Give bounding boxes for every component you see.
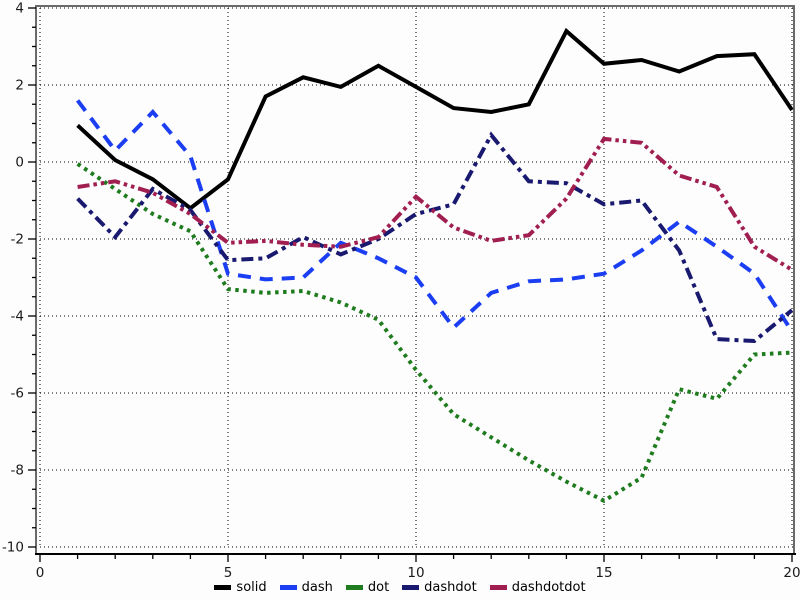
legend-item-dot: dot (345, 580, 390, 595)
y-tick-label: -10 (2, 540, 24, 556)
series-line-dot (76, 162, 793, 504)
y-tick-label: 4 (15, 1, 24, 17)
x-tick-label: 10 (407, 565, 424, 581)
series-line-dashdotdot (77, 136, 794, 272)
x-tick-label: 0 (36, 565, 45, 581)
legend-swatch-dash (279, 585, 297, 590)
axis-ticks (28, 7, 793, 562)
legend-item-dashdotdot: dashdotdot (489, 580, 586, 595)
series-line-dash (76, 99, 794, 333)
x-tick-label: 5 (224, 565, 233, 581)
y-tick-label: -6 (11, 386, 24, 402)
y-tick-label: 2 (15, 78, 24, 94)
legend-label-dot: dot (367, 580, 390, 595)
legend-label-solid: solid (236, 580, 267, 595)
legend-item-dash: dash (279, 580, 333, 595)
legend-label-dash: dash (301, 580, 333, 595)
y-tick-label: 0 (15, 155, 24, 171)
legend-item-dashdot: dashdot (402, 580, 477, 595)
legend-label-dashdotdot: dashdotdot (511, 580, 586, 595)
y-tick-label: -8 (11, 463, 24, 479)
plot-frame (35, 5, 795, 554)
legend-swatch-dot (345, 585, 363, 590)
y-tick-label: -4 (11, 309, 24, 325)
y-tick-label: -2 (11, 232, 24, 248)
legend: solid dash dot dashdot dashdotdot (0, 580, 800, 595)
legend-swatch-dashdotdot (489, 585, 507, 590)
x-tick-label: 15 (595, 565, 612, 581)
x-tick-label: 20 (783, 565, 800, 581)
legend-swatch-solid (214, 585, 232, 590)
legend-label-dashdot: dashdot (424, 580, 477, 595)
legend-swatch-dashdot (402, 585, 420, 590)
series-line-dashdot (76, 131, 794, 344)
legend-item-solid: solid (214, 580, 267, 595)
series-line-solid (76, 27, 794, 211)
